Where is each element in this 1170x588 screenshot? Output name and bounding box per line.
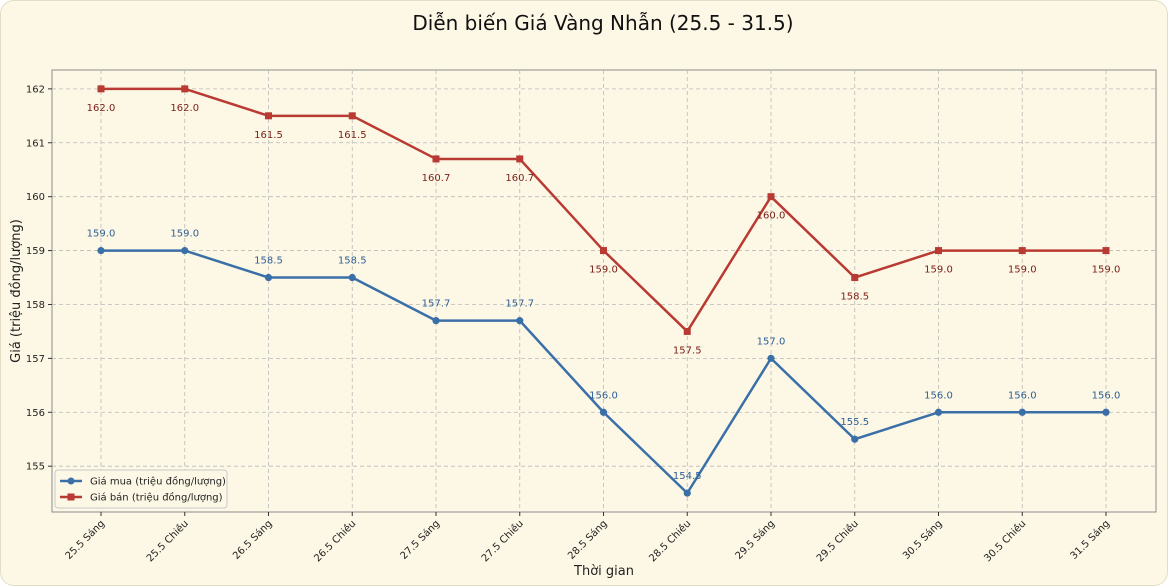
data-point (264, 273, 273, 282)
x-tick-label: 27.5 Sáng (398, 518, 442, 562)
data-point (851, 274, 859, 282)
data-label: 161.5 (338, 130, 367, 141)
x-tick-label: 25.5 Chiều (144, 518, 191, 565)
data-point (599, 408, 608, 416)
x-tick-label: 26.5 Chiều (312, 518, 359, 565)
data-label: 162.0 (170, 103, 199, 114)
data-point (600, 247, 607, 255)
data-label: 157.7 (505, 299, 534, 310)
data-point (516, 155, 524, 163)
data-point (432, 317, 440, 325)
data-point (348, 112, 356, 120)
data-label: 156.0 (924, 390, 953, 401)
y-tick-label: 157 (26, 354, 45, 365)
x-tick-label: 25.5 Sáng (63, 518, 107, 562)
data-point (934, 408, 943, 416)
x-tick-label: 29.5 Sáng (733, 518, 777, 562)
chart-title: Diễn biến Giá Vàng Nhẫn (25.5 - 31.5) (412, 11, 793, 35)
data-label: 156.0 (1008, 390, 1037, 401)
data-point (265, 112, 272, 120)
data-label: 158.5 (840, 292, 869, 303)
x-tick-label: 28.5 Sáng (565, 518, 609, 562)
data-label: 160.0 (757, 211, 786, 222)
x-tick-label: 30.5 Chiều (982, 518, 1029, 565)
y-tick-label: 162 (26, 84, 45, 95)
x-tick-label: 28.5 Chiều (647, 518, 694, 565)
data-point (432, 155, 440, 163)
legend-marker (67, 493, 75, 501)
legend-label: Giá bán (triệu đồng/lượng) (90, 492, 223, 504)
legend-label: Giá mua (triệu đồng/lượng) (90, 476, 226, 488)
data-label: 159.0 (87, 229, 116, 240)
data-label: 160.7 (505, 173, 534, 184)
data-point (97, 246, 105, 255)
x-tick-label: 29.5 Chiều (814, 518, 861, 565)
legend-box (54, 469, 228, 509)
data-point (1018, 408, 1026, 416)
data-point (181, 246, 189, 255)
y-axis-label: Giá (triệu đồng/lượng) (9, 219, 24, 363)
data-point (348, 273, 356, 282)
data-point (1102, 408, 1110, 416)
series-buy: 159.0 159.0 158.5 158.5 157.7 157.7 156.0 154.5… (87, 229, 1121, 497)
data-label: 162.0 (87, 103, 116, 114)
data-label: 156.0 (589, 390, 618, 401)
data-label: 157.0 (757, 336, 786, 347)
series-sell: 162.0 162.0 161.5 161.5 160.7 160.7 159.0 157.5… (87, 85, 1121, 356)
y-tick-label: 156 (26, 408, 45, 419)
legend-marker (67, 477, 75, 485)
x-axis-ticks: 25.5 Sáng 25.5 Chiều 26.5 Sáng 26.5 Chiều 27… (63, 512, 1112, 564)
x-axis-label: Thời gian (573, 564, 634, 579)
x-tick-label: 27.5 Chiều (479, 518, 526, 565)
data-label: 157.5 (673, 345, 702, 356)
y-tick-label: 155 (26, 462, 45, 473)
y-axis-ticks: 155 156 157 158 159 160 161 162 (26, 84, 52, 473)
data-point (935, 247, 942, 255)
data-label: 155.5 (840, 417, 869, 428)
data-point (683, 327, 691, 335)
data-point (516, 317, 524, 325)
series-layer: 159.0 159.0 158.5 158.5 157.7 157.7 156.0 154.5… (87, 85, 1121, 497)
data-label: 159.0 (589, 265, 618, 276)
data-point (1102, 247, 1110, 255)
x-tick-label: 30.5 Sáng (900, 518, 944, 562)
data-label: 159.0 (924, 265, 953, 276)
x-tick-label: 31.5 Sáng (1068, 518, 1112, 562)
data-point (181, 85, 189, 93)
y-tick-label: 159 (26, 246, 45, 257)
data-label: 159.0 (1008, 265, 1037, 276)
x-tick-label: 26.5 Sáng (230, 518, 274, 562)
plot-area (51, 69, 1157, 513)
y-tick-label: 160 (26, 192, 45, 203)
data-point (767, 354, 775, 362)
data-point (767, 193, 775, 201)
data-point (683, 489, 691, 497)
data-label: 156.0 (1092, 390, 1121, 401)
data-point (1018, 247, 1026, 255)
data-point (97, 85, 105, 93)
data-label: 154.5 (673, 471, 702, 482)
y-tick-label: 161 (26, 138, 45, 149)
data-label: 159.0 (1092, 265, 1121, 276)
data-label: 157.7 (422, 299, 451, 310)
data-point (851, 435, 859, 443)
data-label: 160.7 (422, 173, 451, 184)
data-label: 159.0 (170, 229, 199, 240)
legend: Giá mua (triệu đồng/lượng) Giá bán (triệu… (54, 469, 228, 509)
y-tick-label: 158 (26, 300, 45, 311)
data-label: 161.5 (254, 130, 283, 141)
data-label: 158.5 (254, 256, 283, 267)
data-label: 158.5 (338, 256, 367, 267)
